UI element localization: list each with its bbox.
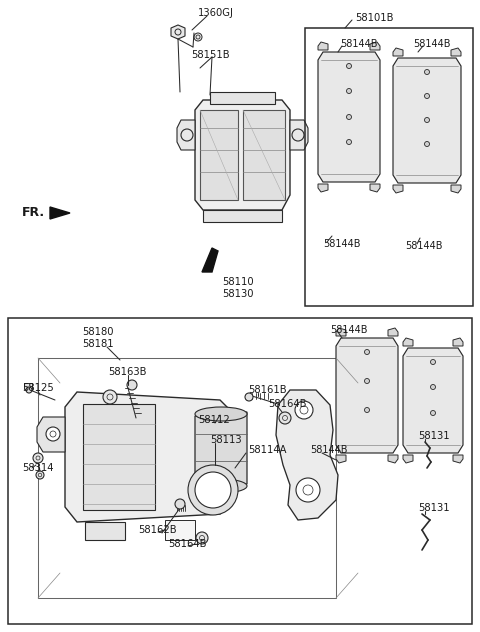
Text: 58161B: 58161B <box>248 385 287 395</box>
Polygon shape <box>403 348 463 453</box>
Text: FR.: FR. <box>22 207 45 219</box>
Bar <box>200 110 238 200</box>
Text: 1360GJ: 1360GJ <box>198 8 234 18</box>
Circle shape <box>424 142 430 147</box>
Circle shape <box>36 471 44 479</box>
Circle shape <box>424 70 430 75</box>
Text: 58110: 58110 <box>222 277 253 287</box>
Polygon shape <box>318 52 380 182</box>
Polygon shape <box>393 185 403 193</box>
Circle shape <box>431 360 435 365</box>
Circle shape <box>347 140 351 145</box>
Polygon shape <box>202 248 218 272</box>
Polygon shape <box>171 25 185 39</box>
Text: 58164B: 58164B <box>168 539 206 549</box>
Text: 58151B: 58151B <box>191 50 229 60</box>
Circle shape <box>175 499 185 509</box>
Text: 58144B: 58144B <box>330 325 368 335</box>
Polygon shape <box>451 48 461 56</box>
Polygon shape <box>336 328 346 336</box>
Ellipse shape <box>195 407 247 421</box>
Bar <box>305 28 473 306</box>
Circle shape <box>33 453 43 463</box>
Text: 58314: 58314 <box>22 463 53 473</box>
Polygon shape <box>318 42 328 50</box>
Circle shape <box>347 88 351 94</box>
Circle shape <box>364 379 370 384</box>
Text: 58131: 58131 <box>418 431 450 441</box>
Polygon shape <box>388 328 398 336</box>
Polygon shape <box>37 417 65 452</box>
Polygon shape <box>393 48 403 56</box>
Polygon shape <box>195 412 247 488</box>
Circle shape <box>431 411 435 415</box>
Bar <box>83 404 155 510</box>
Circle shape <box>296 478 320 502</box>
Circle shape <box>194 33 202 41</box>
Text: 58113: 58113 <box>210 435 241 445</box>
Text: 58181: 58181 <box>82 339 114 349</box>
Bar <box>38 358 336 598</box>
Text: 58101B: 58101B <box>355 13 394 23</box>
Circle shape <box>46 427 60 441</box>
Polygon shape <box>276 390 338 520</box>
Polygon shape <box>453 455 463 463</box>
Circle shape <box>431 384 435 389</box>
Text: 58112: 58112 <box>198 415 230 425</box>
Polygon shape <box>24 383 32 389</box>
Text: 58163B: 58163B <box>108 367 146 377</box>
Text: 58144B: 58144B <box>323 239 360 249</box>
Polygon shape <box>451 185 461 193</box>
Bar <box>243 110 285 200</box>
Text: 58144B: 58144B <box>340 39 377 49</box>
Bar <box>8 318 472 624</box>
Text: 58114A: 58114A <box>248 445 287 455</box>
Text: 58180: 58180 <box>82 327 113 337</box>
Circle shape <box>347 114 351 119</box>
Polygon shape <box>370 42 380 50</box>
Text: 58164B: 58164B <box>268 399 307 409</box>
Text: 58162B: 58162B <box>138 525 177 535</box>
Polygon shape <box>50 207 70 219</box>
Polygon shape <box>453 338 463 346</box>
Circle shape <box>279 412 291 424</box>
Polygon shape <box>388 455 398 463</box>
Text: 58144B: 58144B <box>413 39 451 49</box>
Circle shape <box>103 390 117 404</box>
Polygon shape <box>403 455 413 463</box>
Circle shape <box>26 387 32 393</box>
Text: 58144B: 58144B <box>310 445 348 455</box>
Bar <box>165 520 195 540</box>
Polygon shape <box>336 338 398 453</box>
Polygon shape <box>195 100 290 210</box>
Polygon shape <box>370 184 380 192</box>
Bar <box>210 92 275 104</box>
Polygon shape <box>393 58 461 183</box>
Polygon shape <box>203 210 282 222</box>
Circle shape <box>364 349 370 355</box>
Polygon shape <box>65 392 232 522</box>
Circle shape <box>424 94 430 99</box>
Circle shape <box>364 408 370 413</box>
Text: 58144B: 58144B <box>405 241 443 251</box>
Polygon shape <box>85 522 125 540</box>
Ellipse shape <box>195 479 247 493</box>
Polygon shape <box>318 184 328 192</box>
Circle shape <box>295 401 313 419</box>
Circle shape <box>196 532 208 544</box>
Circle shape <box>245 393 253 401</box>
Circle shape <box>347 63 351 68</box>
Text: 58130: 58130 <box>222 289 253 299</box>
Circle shape <box>424 118 430 123</box>
Polygon shape <box>177 120 195 150</box>
Text: 58125: 58125 <box>22 383 54 393</box>
Circle shape <box>127 380 137 390</box>
Text: 58131: 58131 <box>418 503 450 513</box>
Polygon shape <box>403 338 413 346</box>
Polygon shape <box>336 455 346 463</box>
Polygon shape <box>290 120 308 150</box>
Circle shape <box>188 465 238 515</box>
Circle shape <box>195 472 231 508</box>
